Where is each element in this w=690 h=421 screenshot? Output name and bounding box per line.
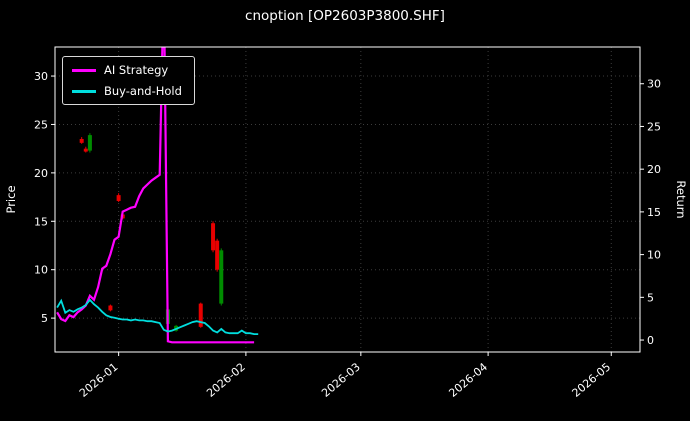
candle-body: [83, 148, 88, 152]
ai-strategy-line: [56, 47, 255, 344]
x-tick-label: 2026-05: [570, 360, 614, 400]
legend: AI Strategy Buy-and-Hold: [62, 56, 195, 105]
x-tick-label: 2026-01: [77, 360, 121, 400]
candle-body: [215, 240, 220, 270]
candle-body: [79, 138, 84, 143]
chart-title: cnoption [OP2603P3800.SHF]: [245, 8, 445, 24]
candlesticks: [79, 133, 224, 332]
candle-body: [87, 135, 92, 151]
right-tick-label: 0: [647, 334, 654, 347]
tick-labels: 5 10 15 20 25 30 0 5 10 15 20 25 30 2026-01 2026-02 202…: [34, 70, 661, 400]
left-tick-label: 15: [34, 215, 48, 228]
left-tick-label: 25: [34, 118, 48, 131]
right-tick-label: 25: [647, 120, 661, 133]
y-axis-label-price: Price: [4, 185, 18, 213]
legend-item-buy-and-hold: Buy-and-Hold: [72, 84, 182, 98]
right-tick-label: 20: [647, 163, 661, 176]
candle-body: [116, 195, 121, 201]
legend-label: AI Strategy: [104, 63, 169, 77]
right-tick-label: 15: [647, 206, 661, 219]
buy-and-hold-line: [56, 298, 259, 336]
candle-body: [219, 250, 224, 304]
x-tick-label: 2026-04: [446, 360, 490, 400]
left-tick-label: 30: [34, 70, 48, 83]
x-tick-label: 2026-03: [319, 360, 363, 400]
legend-label: Buy-and-Hold: [104, 84, 182, 98]
right-tick-label: 5: [647, 291, 654, 304]
x-tick-label: 2026-02: [204, 360, 248, 400]
legend-item-ai-strategy: AI Strategy: [72, 63, 182, 77]
candle-body: [108, 305, 113, 311]
left-tick-label: 10: [34, 264, 48, 277]
buy-and-hold-line-swatch: [72, 89, 96, 93]
left-tick-label: 20: [34, 167, 48, 180]
ai-strategy-line-swatch: [72, 68, 96, 72]
candle-body: [211, 223, 216, 251]
right-tick-label: 10: [647, 249, 661, 262]
candle-body: [198, 303, 203, 327]
right-tick-label: 30: [647, 78, 661, 91]
left-tick-label: 5: [41, 312, 48, 325]
y-axis-label-return: Return: [674, 180, 688, 218]
plot-border: [54, 46, 641, 353]
